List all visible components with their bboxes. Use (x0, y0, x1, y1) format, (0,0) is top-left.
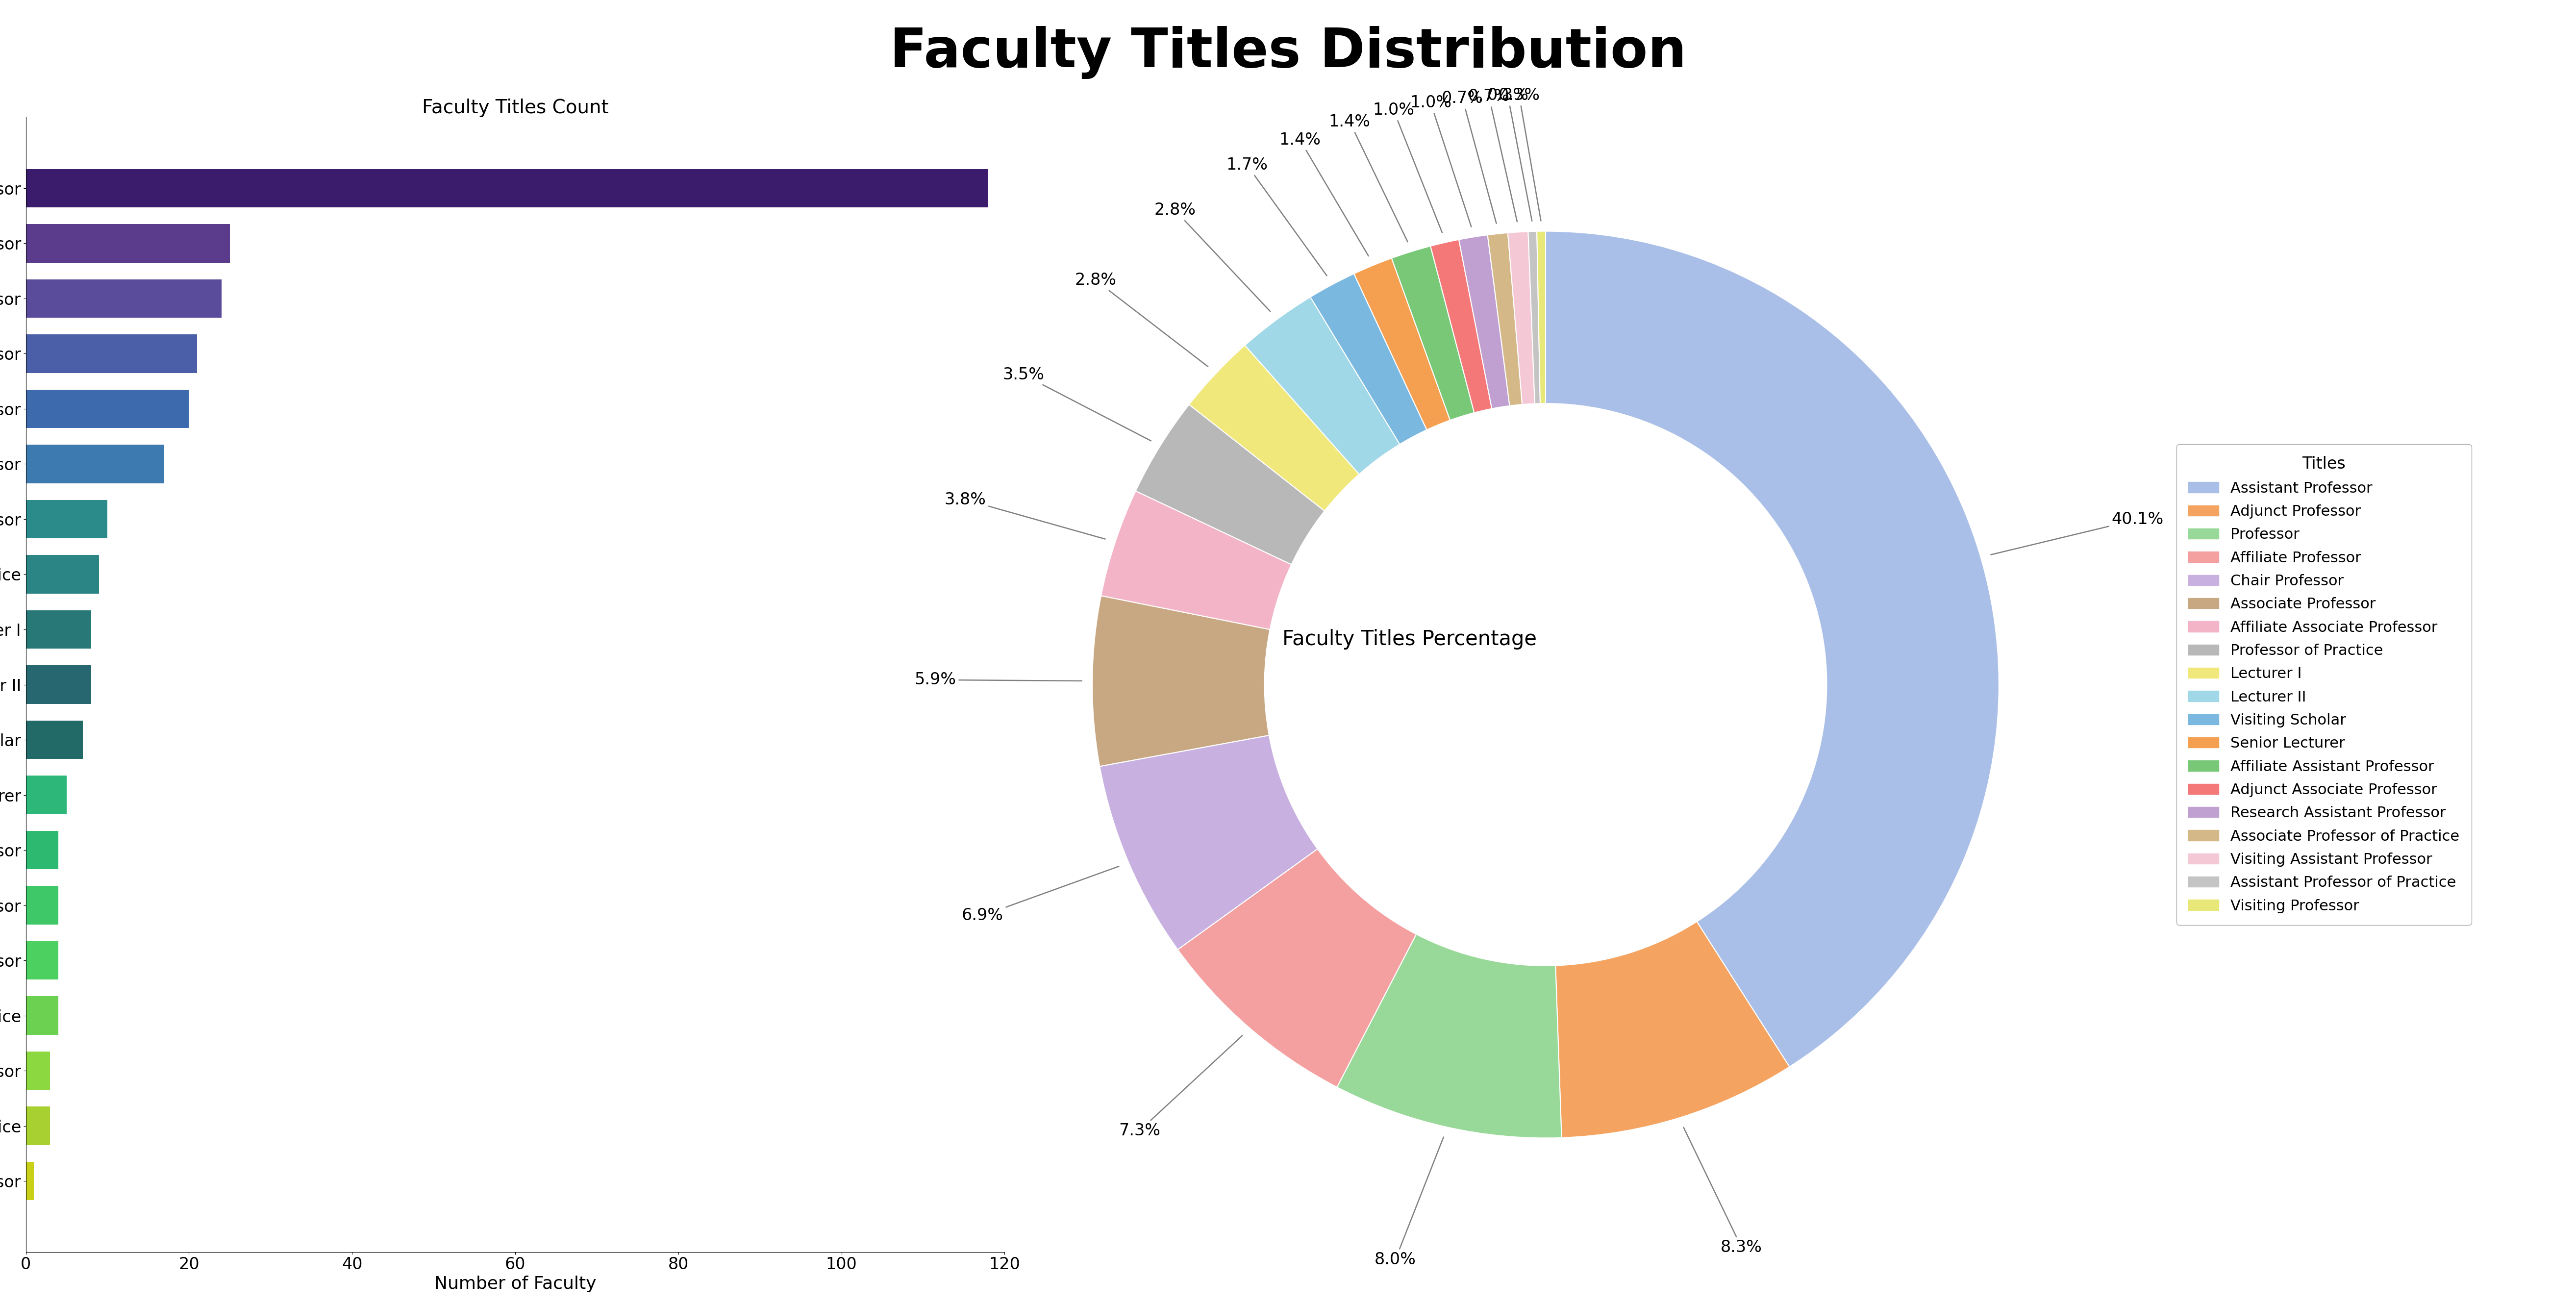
X-axis label: Number of Faculty: Number of Faculty (435, 1275, 595, 1292)
Text: 1.0%: 1.0% (1409, 95, 1471, 227)
Text: 6.9%: 6.9% (961, 866, 1118, 923)
Wedge shape (1244, 297, 1399, 475)
Wedge shape (1092, 596, 1270, 767)
Bar (26, 1162, 33, 1200)
Wedge shape (1337, 934, 1561, 1138)
Bar (26, 1051, 52, 1090)
Wedge shape (1391, 246, 1473, 420)
Text: 7.3%: 7.3% (1118, 1035, 1242, 1138)
Text: 1.4%: 1.4% (1329, 113, 1406, 241)
Wedge shape (1355, 258, 1450, 430)
Text: 1.7%: 1.7% (1226, 156, 1327, 275)
Bar (26, 996, 59, 1035)
Bar (26, 445, 165, 484)
Bar (26, 610, 90, 649)
Title: Faculty Titles Count: Faculty Titles Count (422, 99, 608, 117)
Wedge shape (1538, 231, 1546, 403)
Wedge shape (1528, 231, 1540, 404)
Text: 2.8%: 2.8% (1074, 273, 1208, 366)
Bar (26, 1107, 52, 1145)
Text: 8.0%: 8.0% (1376, 1137, 1443, 1267)
Bar (26, 776, 67, 814)
Wedge shape (1136, 404, 1324, 565)
Bar (26, 170, 989, 207)
Bar (26, 885, 59, 925)
Bar (26, 665, 90, 704)
Bar (26, 831, 59, 870)
Wedge shape (1177, 849, 1417, 1088)
Wedge shape (1100, 492, 1291, 630)
Bar (26, 499, 108, 539)
Wedge shape (1507, 232, 1535, 404)
Wedge shape (1311, 274, 1427, 445)
Text: 0.3%: 0.3% (1499, 87, 1540, 220)
Wedge shape (1430, 240, 1492, 412)
Text: 0.3%: 0.3% (1486, 87, 1533, 220)
Wedge shape (1100, 735, 1316, 949)
Bar (26, 556, 100, 593)
Bar (26, 224, 229, 262)
Bar (26, 941, 59, 979)
Bar (26, 279, 222, 318)
Text: 0.7%: 0.7% (1443, 90, 1497, 223)
Text: 3.5%: 3.5% (1002, 366, 1151, 441)
Text: 3.8%: 3.8% (945, 492, 1105, 539)
Text: 40.1%: 40.1% (1991, 511, 2164, 554)
Wedge shape (1486, 233, 1522, 406)
Wedge shape (1546, 231, 1999, 1067)
Text: Faculty Titles Distribution: Faculty Titles Distribution (889, 26, 1687, 80)
Wedge shape (1190, 346, 1360, 511)
Bar (26, 720, 82, 759)
Text: 0.7%: 0.7% (1468, 89, 1517, 222)
Text: Faculty Titles Percentage: Faculty Titles Percentage (1283, 629, 1538, 649)
Wedge shape (1556, 922, 1790, 1137)
Text: 5.9%: 5.9% (914, 672, 1082, 689)
Text: 1.4%: 1.4% (1280, 132, 1368, 256)
Wedge shape (1458, 235, 1510, 408)
Text: 2.8%: 2.8% (1154, 202, 1270, 312)
Text: 8.3%: 8.3% (1685, 1128, 1762, 1256)
Legend: Assistant Professor, Adjunct Professor, Professor, Affiliate Professor, Chair Pr: Assistant Professor, Adjunct Professor, … (2177, 445, 2470, 925)
Text: 1.0%: 1.0% (1373, 102, 1443, 232)
Bar (26, 390, 188, 428)
Bar (26, 334, 198, 373)
